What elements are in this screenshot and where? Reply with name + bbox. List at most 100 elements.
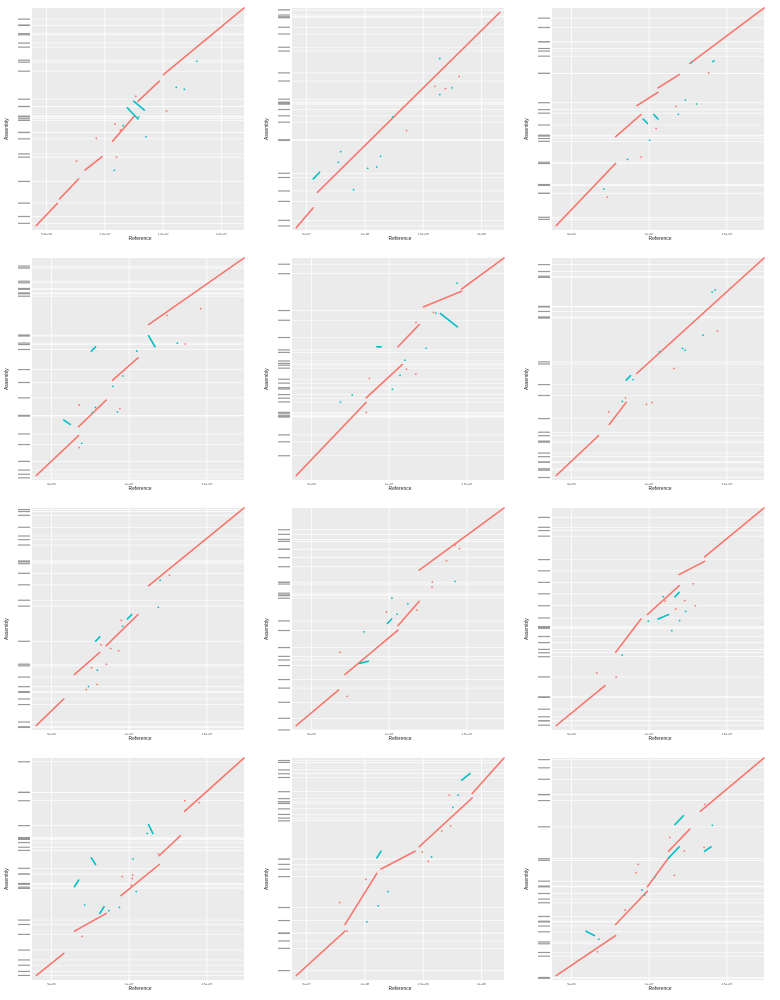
y-tick-label (278, 413, 290, 415)
alignment-segment (295, 930, 346, 977)
x-tick-label: 1e+07 (125, 732, 134, 736)
alignment-segment (674, 814, 685, 826)
y-tick-label (278, 940, 290, 942)
y-tick-label (18, 882, 30, 885)
alignment-point (712, 60, 714, 63)
alignment-segment (555, 162, 617, 227)
alignment-point (399, 374, 401, 377)
y-tick-label (278, 540, 290, 542)
y-tick-label (18, 34, 30, 36)
y-tick-label (538, 363, 550, 365)
y-tick-label (538, 50, 550, 52)
alignment-point (674, 608, 677, 610)
y-tick-label (18, 18, 30, 20)
y-tick-label (18, 508, 30, 511)
alignment-point (131, 877, 134, 880)
alignment-segment (126, 613, 133, 620)
alignment-point (454, 580, 456, 583)
y-tick-label (18, 572, 30, 574)
x-tick-label: 1e+07 (125, 482, 134, 486)
alignment-point (405, 368, 408, 371)
alignment-point (339, 401, 342, 403)
y-tick-label (278, 717, 290, 719)
alignment-point (448, 794, 451, 797)
alignment-point (683, 849, 686, 852)
y-tick-label (278, 594, 290, 596)
y-axis-title: Assembly (4, 868, 10, 890)
y-tick-label (18, 397, 30, 399)
y-tick-label (538, 931, 550, 933)
dotplot-panel-9: 5e+06 1e+07 1.5e+07 Reference Assembly (520, 500, 780, 750)
dotplot-svg: 5e+06 1e+07 1.5e+07 (538, 257, 765, 486)
y-tick-label (538, 648, 550, 651)
y-tick-label (538, 305, 550, 308)
alignment-point (379, 155, 382, 158)
y-tick-label (18, 295, 30, 297)
y-axis-title: Assembly (4, 118, 10, 140)
alignment-point (444, 87, 447, 90)
y-tick-label (18, 560, 30, 562)
y-tick-label (18, 115, 30, 117)
y-tick-label (538, 724, 550, 726)
dotplot-svg: 5e+06 1e+07 1.5e+07 (538, 7, 765, 236)
y-tick-label (18, 460, 30, 462)
y-tick-label (538, 800, 550, 802)
y-tick-label (278, 701, 290, 703)
alignment-point (670, 629, 673, 632)
alignment-point (716, 330, 719, 332)
y-tick-label (538, 310, 550, 313)
x-tick-label: 1.5e+07 (201, 982, 212, 986)
y-tick-label (278, 387, 290, 389)
x-axis-title: Reference (648, 986, 672, 992)
alignment-segment (555, 434, 600, 477)
alignment-point (391, 388, 394, 391)
alignment-segment (90, 346, 97, 353)
y-tick-label (278, 548, 290, 550)
y-tick-label (18, 131, 30, 134)
alignment-point (635, 871, 638, 874)
alignment-point (100, 643, 102, 646)
alignment-point (445, 559, 448, 562)
alignment-segment (359, 660, 370, 665)
y-tick-label (538, 696, 550, 698)
y-tick-label (18, 726, 30, 729)
y-tick-label (278, 351, 290, 354)
y-tick-label (278, 263, 290, 265)
alignment-point (109, 647, 112, 650)
y-axis-title: Assembly (264, 118, 270, 140)
alignment-point (645, 403, 648, 406)
alignment-segment (111, 115, 135, 142)
dotplot-svg: 5e+06 1e+07 1.5e+07 (18, 757, 245, 986)
y-tick-label (538, 642, 550, 644)
y-tick-label (18, 676, 30, 678)
y-tick-label (278, 360, 290, 362)
alignment-point (90, 666, 93, 669)
alignment-point (363, 630, 366, 633)
x-tick-label: 1e+07 (385, 482, 394, 486)
y-tick-label (18, 873, 30, 875)
y-tick-label (278, 309, 290, 312)
dotplot-panel-2: 5e+07 1e+08 1.5e+08 2e+08 Reference Assembly (260, 0, 520, 250)
alignment-segment (418, 507, 505, 571)
y-tick-label (538, 625, 550, 628)
alignment-segment (62, 419, 71, 426)
y-tick-label (538, 102, 550, 104)
y-tick-label (538, 456, 550, 458)
y-tick-label (278, 103, 290, 105)
y-tick-label (538, 886, 550, 888)
y-tick-label (278, 364, 290, 366)
x-tick-label: 5e+06 (307, 732, 316, 736)
alignment-segment (460, 772, 471, 782)
plot-background (552, 758, 764, 980)
y-axis-title: Assembly (4, 618, 10, 640)
alignment-segment (460, 257, 505, 290)
y-tick-label (538, 977, 550, 979)
alignment-point (91, 411, 94, 414)
y-tick-label (278, 50, 290, 52)
alignment-segment (657, 73, 680, 89)
alignment-segment (376, 850, 382, 859)
y-tick-label (18, 563, 30, 565)
alignment-point (597, 938, 600, 941)
alignment-point (105, 663, 108, 666)
y-tick-label (538, 41, 550, 43)
